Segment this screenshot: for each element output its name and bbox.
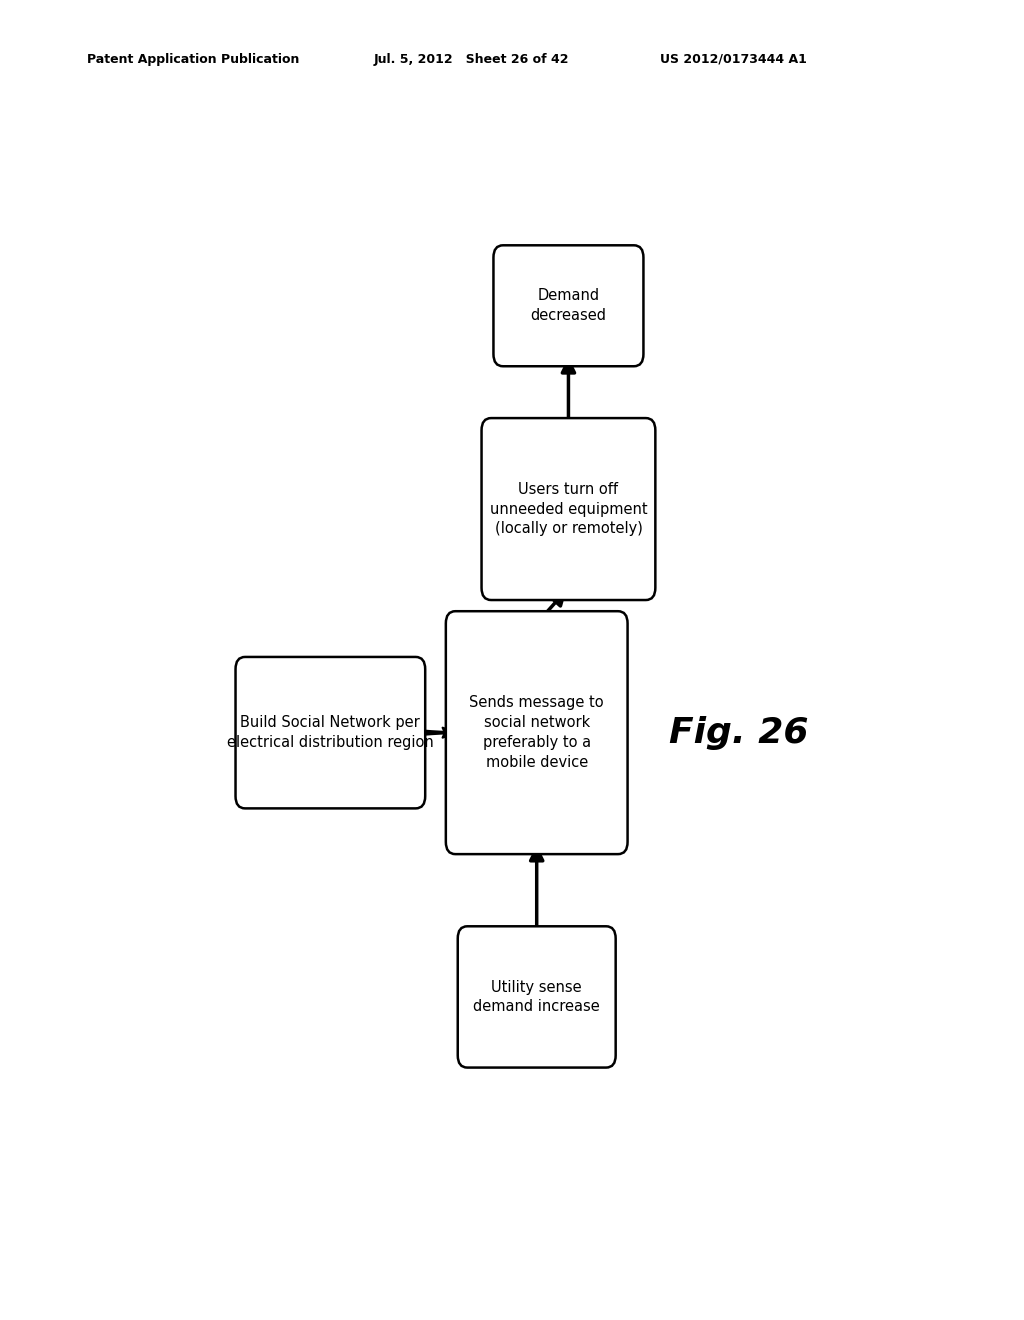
Text: Users turn off
unneeded equipment
(locally or remotely): Users turn off unneeded equipment (local… — [489, 482, 647, 536]
Text: Utility sense
demand increase: Utility sense demand increase — [473, 979, 600, 1014]
Text: Sends message to
social network
preferably to a
mobile device: Sends message to social network preferab… — [469, 696, 604, 770]
Text: Jul. 5, 2012   Sheet 26 of 42: Jul. 5, 2012 Sheet 26 of 42 — [374, 53, 569, 66]
Text: US 2012/0173444 A1: US 2012/0173444 A1 — [660, 53, 807, 66]
FancyBboxPatch shape — [481, 418, 655, 601]
Text: Patent Application Publication: Patent Application Publication — [87, 53, 299, 66]
Text: Demand
decreased: Demand decreased — [530, 288, 606, 323]
FancyBboxPatch shape — [236, 657, 425, 808]
FancyBboxPatch shape — [445, 611, 628, 854]
FancyBboxPatch shape — [458, 927, 615, 1068]
FancyBboxPatch shape — [494, 246, 643, 366]
Text: Build Social Network per
electrical distribution region: Build Social Network per electrical dist… — [227, 715, 434, 750]
Text: Fig. 26: Fig. 26 — [670, 715, 809, 750]
